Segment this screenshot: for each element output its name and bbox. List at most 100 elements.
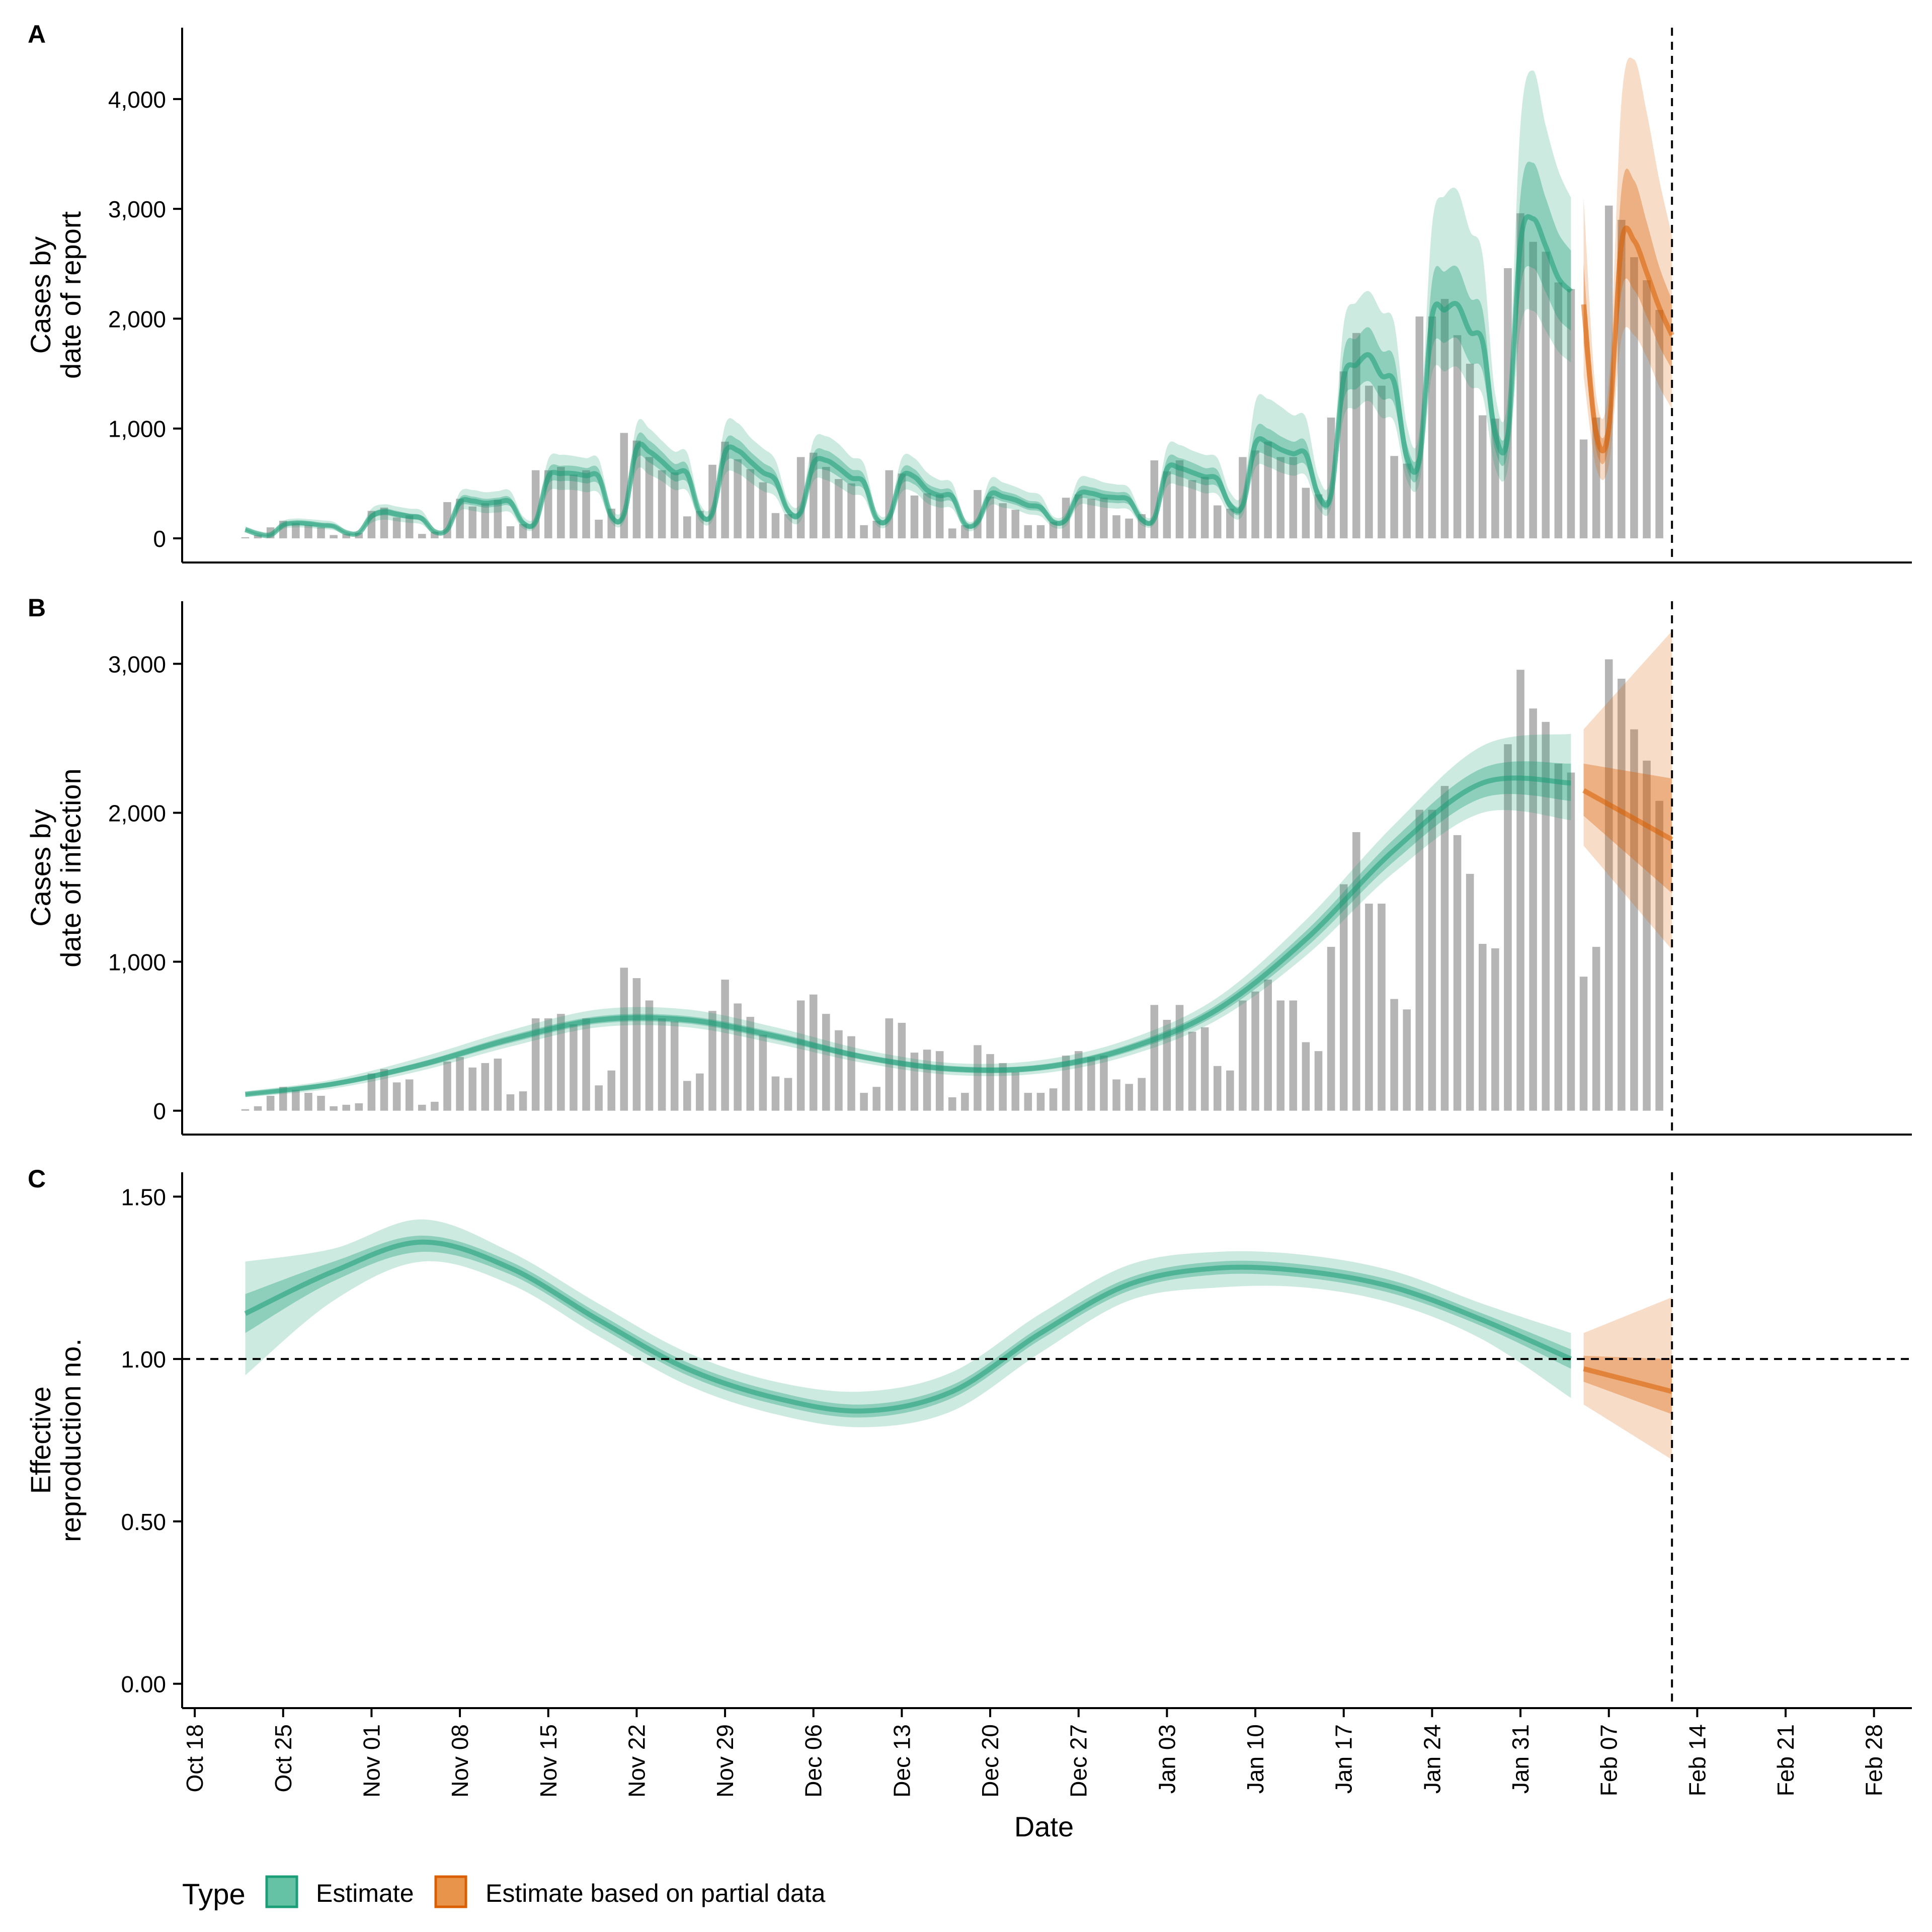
panel-b-bar xyxy=(1200,1027,1209,1111)
panel-a-bar xyxy=(506,526,515,538)
x-tick-label: Nov 22 xyxy=(623,1724,650,1798)
legend: Type Estimate Estimate based on partial … xyxy=(182,1875,826,1911)
panel-a-bar xyxy=(1200,476,1209,538)
panel-a-bar xyxy=(254,535,262,538)
panel-b-bar xyxy=(481,1063,490,1111)
panel-b-bar xyxy=(1011,1072,1020,1111)
panel-a-bar xyxy=(771,513,780,538)
panel-a-bar xyxy=(582,470,590,538)
panel-b-bar xyxy=(443,1061,451,1111)
panel-b-bar xyxy=(1504,744,1512,1111)
panel-b-bar xyxy=(872,1087,880,1111)
panel-b-bar xyxy=(1352,832,1360,1111)
panel-a-bar xyxy=(1604,205,1613,538)
panel-b-partial-median-line xyxy=(1582,788,1673,842)
panel-b-bar xyxy=(1428,810,1436,1111)
panel-b-bar xyxy=(1327,946,1335,1111)
panel-b-y-tick-label: 0 xyxy=(153,1098,166,1124)
x-tick-label: Nov 15 xyxy=(535,1724,561,1798)
panel-label-b: B xyxy=(28,594,46,622)
panel-a-bar xyxy=(1352,333,1360,538)
panel-b-bar xyxy=(266,1096,275,1111)
panel-b-bar xyxy=(531,1018,540,1111)
panel-b-bar xyxy=(292,1090,300,1111)
panel-a-bar xyxy=(999,503,1007,538)
panel-a-bar xyxy=(910,495,919,538)
panel-b-bar xyxy=(1567,772,1575,1111)
panel-a-bar xyxy=(860,525,868,538)
panel-b-bar xyxy=(1618,678,1626,1111)
panel-b-bar xyxy=(355,1103,363,1111)
panel-b-bar xyxy=(1138,1078,1146,1111)
panel-a-bar xyxy=(872,521,880,538)
panel-b-bar xyxy=(392,1082,401,1111)
panel-b-y-tick-label: 3,000 xyxy=(108,651,166,677)
panel-b-bar xyxy=(1655,800,1663,1111)
panel-a-cases-by-report: 0 1,000 2,000 3,000 4,000 Cases bydate of rep… xyxy=(25,28,1912,564)
panel-b-bar xyxy=(1579,977,1588,1111)
panel-a-bar xyxy=(784,514,792,538)
x-tick-label: Nov 29 xyxy=(712,1724,738,1798)
panel-c-y-tick-label: 1.50 xyxy=(121,1184,166,1210)
panel-c-estimate-outer-band xyxy=(245,1219,1571,1427)
panel-a-bar xyxy=(1226,509,1234,538)
panel-a-bar xyxy=(658,470,666,538)
panel-a-bar xyxy=(1529,242,1537,538)
panel-b-bar xyxy=(1365,904,1373,1111)
legend-swatch-estimate xyxy=(265,1875,298,1908)
panel-b-bar xyxy=(367,1073,376,1111)
x-tick-label: Dec 06 xyxy=(800,1724,827,1798)
x-tick-label: Nov 01 xyxy=(358,1724,384,1798)
panel-b-bar xyxy=(1024,1093,1032,1111)
panel-b-bar xyxy=(923,1050,931,1111)
x-tick-label: Feb 28 xyxy=(1861,1724,1887,1796)
panel-a-bar xyxy=(835,479,843,538)
panel-a-bar xyxy=(380,507,388,538)
panel-b-bar xyxy=(670,1021,679,1111)
panel-a-partial-median-line xyxy=(1581,225,1674,453)
panel-a-partial-outer-band xyxy=(1583,57,1672,480)
panel-a-bar xyxy=(923,493,931,538)
panel-a-bar xyxy=(1542,252,1550,538)
panel-b-bar xyxy=(1289,1000,1298,1111)
legend-label-partial: Estimate based on partial data xyxy=(486,1879,826,1907)
panel-a-bar xyxy=(570,474,578,538)
x-tick-label: Nov 08 xyxy=(447,1724,473,1798)
panel-b-bar xyxy=(683,1081,691,1111)
panel-b-bar xyxy=(784,1078,792,1111)
panel-b-bar xyxy=(1188,1031,1196,1111)
panel-a-bar xyxy=(392,517,401,538)
panel-a-bar xyxy=(847,483,855,538)
panel-b-bar xyxy=(796,1000,805,1111)
panel-b-bar xyxy=(696,1073,704,1111)
x-tick-label: Feb 21 xyxy=(1773,1724,1799,1796)
x-tick-label: Oct 18 xyxy=(182,1724,208,1793)
panel-b-bar xyxy=(860,1093,868,1111)
panel-a-bar xyxy=(1314,494,1323,538)
panel-b-bar xyxy=(1074,1051,1083,1111)
panel-b-bar xyxy=(1239,1000,1247,1111)
panel-b-bar xyxy=(771,1076,780,1111)
panel-b-bar xyxy=(986,1054,994,1111)
panel-a-bar xyxy=(1655,309,1663,538)
panel-b-bar xyxy=(1087,1057,1095,1111)
panel-c-y-axis-title-line: reproduction no. xyxy=(55,1338,87,1542)
panel-b-bar xyxy=(317,1096,325,1111)
panel-b-bar xyxy=(1214,1066,1222,1111)
panel-b-partial-inner-band xyxy=(1583,763,1672,894)
panel-a-bar xyxy=(304,525,312,538)
panel-a-bar xyxy=(1087,499,1095,538)
panel-b-bar xyxy=(632,978,641,1111)
panel-b-bar xyxy=(431,1101,439,1111)
legend-swatch-partial xyxy=(434,1875,467,1908)
panel-a-bar xyxy=(1011,510,1020,538)
panel-c-estimate-median-line xyxy=(244,1239,1572,1414)
x-tick-label: Jan 17 xyxy=(1331,1724,1357,1794)
panel-b-bar xyxy=(1036,1093,1045,1111)
panel-c-y-tick-label: 0.00 xyxy=(121,1671,166,1698)
panel-a-bar xyxy=(645,457,654,538)
panel-label-a: A xyxy=(28,20,46,48)
panel-b-bar xyxy=(418,1104,426,1111)
panel-a-bar xyxy=(734,459,742,538)
